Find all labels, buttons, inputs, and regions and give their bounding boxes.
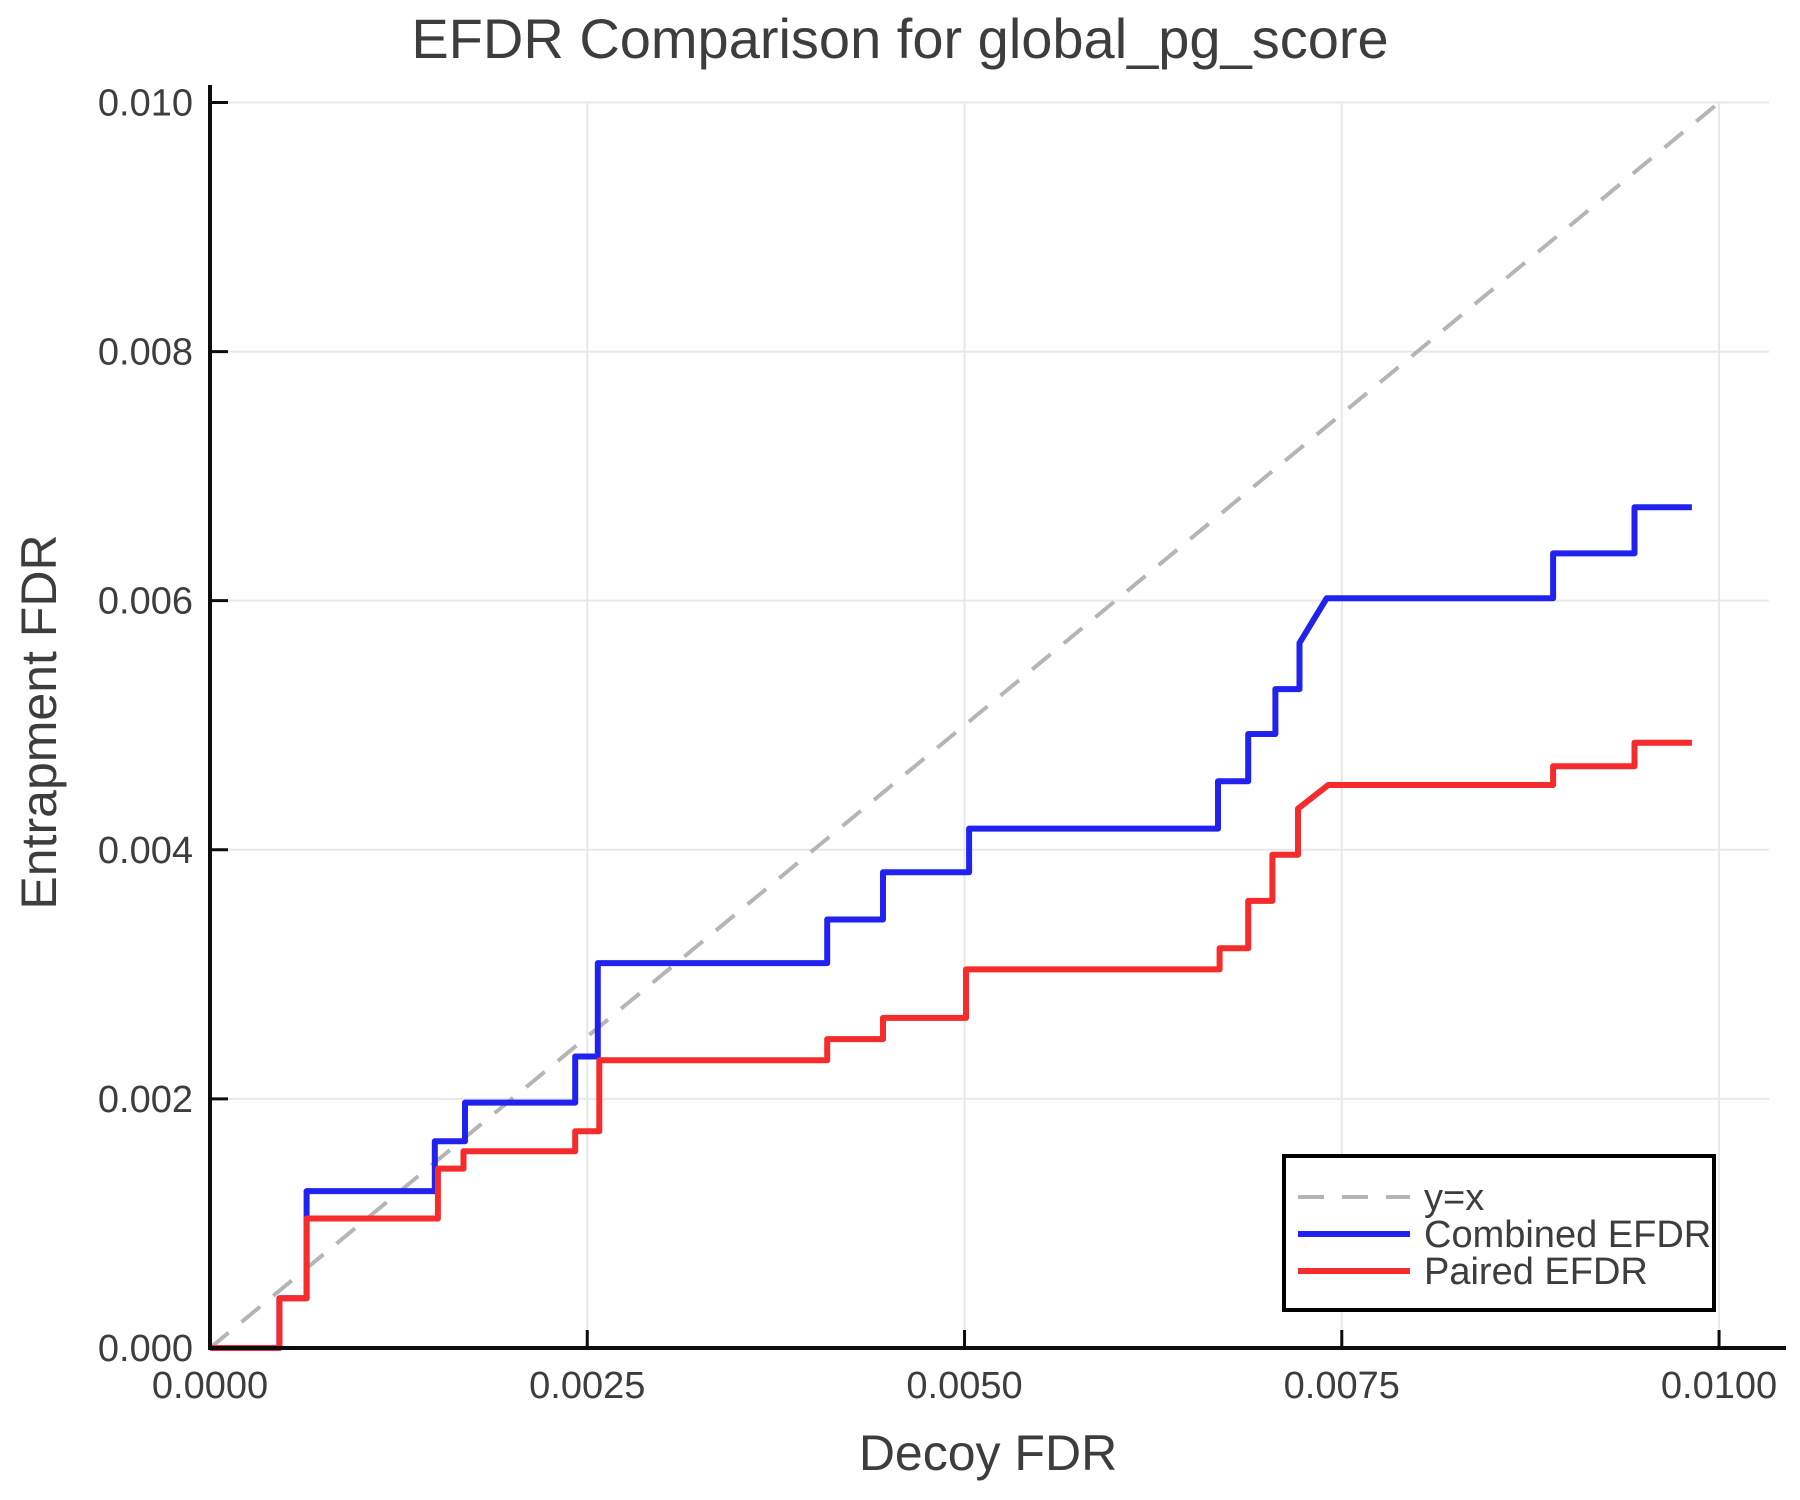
axes-layer: 0.0000 0.0025 0.0050 0.0075 0.0100 0.000 0.002… (98, 82, 1786, 1407)
y-axis-label: Entrapment FDR (11, 534, 67, 909)
y-tick-label: 0.002 (98, 1079, 193, 1121)
grid-layer (210, 101, 1769, 1348)
x-tick-label: 0.0000 (152, 1365, 268, 1407)
paired-efdr-line (210, 739, 1692, 1351)
x-axis-label: Decoy FDR (859, 1425, 1117, 1481)
x-tick-label: 0.0075 (1284, 1365, 1400, 1407)
y-tick-label: 0.008 (98, 332, 193, 374)
chart-title: EFDR Comparison for global_pg_score (411, 7, 1388, 70)
legend-label-paired-efdr: Paired EFDR (1424, 1251, 1648, 1293)
y-tick-label: 0.010 (98, 82, 193, 124)
combined-efdr-line (210, 504, 1692, 1351)
x-tick-label: 0.0100 (1661, 1365, 1777, 1407)
legend-label-combined-efdr: Combined EFDR (1424, 1214, 1711, 1256)
legend-label-identity: y=x (1424, 1177, 1484, 1219)
series-layer (208, 100, 1721, 1351)
y-tick-label: 0.006 (98, 581, 193, 623)
x-tick-label: 0.0025 (529, 1365, 645, 1407)
y-tick-label: 0.000 (98, 1328, 193, 1370)
x-tick-label: 0.0050 (906, 1365, 1022, 1407)
y-tick-label: 0.004 (98, 830, 193, 872)
